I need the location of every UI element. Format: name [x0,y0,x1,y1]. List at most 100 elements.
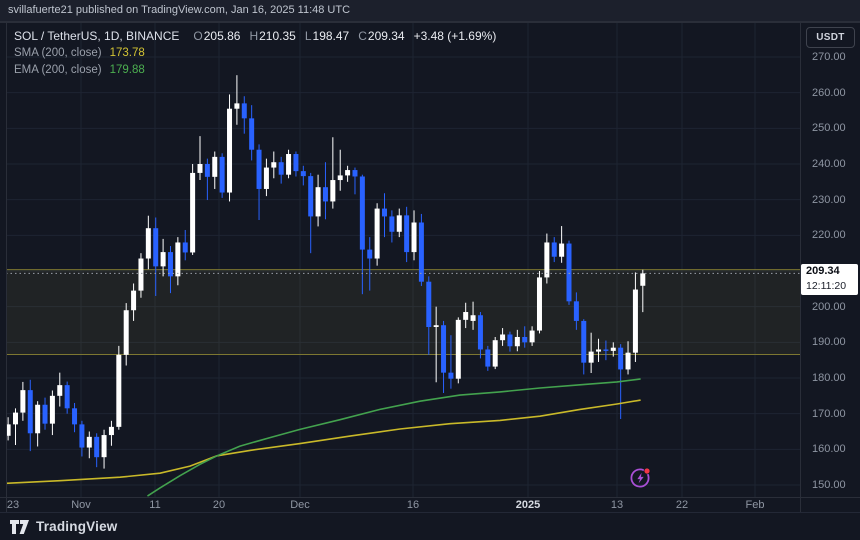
footer-bar: TradingView [0,512,860,540]
candle [227,94,233,202]
last-price-value: 209.34 [806,265,840,277]
time-axis-label: 13 [610,499,624,511]
time-axis-label: 16 [406,499,420,511]
candle [6,417,11,441]
candle [573,292,579,330]
candle [500,328,506,346]
candle [86,431,92,459]
symbol-title: SOL / TetherUS, 1D, BINANCE [14,29,180,43]
price-axis-label: 180.00 [812,372,846,384]
candle [411,210,417,261]
time-axis-label: 23 [6,499,20,511]
price-axis-label: 240.00 [812,158,846,170]
last-price-tag: 209.34 12:11:20 [801,264,858,295]
legend-symbol-row[interactable]: SOL / TetherUS, 1D, BINANCE O 205.86 H 210.… [14,28,496,44]
candle [610,342,616,357]
candle [79,420,85,457]
tradingview-brand-text: TradingView [36,519,118,534]
candle [167,246,173,294]
time-axis-label: 11 [149,499,161,511]
tradingview-logo[interactable]: TradingView [10,519,117,534]
candle [249,105,255,161]
candle [345,165,351,182]
candle [13,408,18,446]
price-zone[interactable] [6,269,800,355]
time-scale[interactable]: 23 Nov 11 20 Dec 16 2025 13 22 Feb [0,497,860,512]
candle [596,338,602,362]
candle [212,151,218,189]
candle [145,215,151,270]
price-axis-label: 160.00 [812,443,846,456]
candle [374,203,380,266]
candle [477,312,483,359]
price-axis-label: 190.00 [812,336,846,349]
candle [241,96,247,134]
candle [404,206,410,263]
ema-value: 179.88 [109,64,145,76]
time-axis-label: Feb [745,499,765,511]
candle [603,340,609,361]
ohlc-values: O 205.86 H 210.35 L 198.47 C 209.34 [193,29,404,43]
candle [27,379,33,452]
candle [72,402,78,433]
candle [20,381,26,421]
candle [330,137,336,209]
candle [64,381,70,414]
indicator-row-ema[interactable]: EMA (200, close) 179.88 [14,62,496,78]
candle [588,332,594,374]
candle [551,237,557,263]
candle [544,233,550,284]
candle [49,390,55,436]
indicator-row-sma[interactable]: SMA (200, close) 173.78 [14,45,496,61]
candle [182,229,188,261]
currency-toggle-button[interactable]: USDT [806,27,855,48]
candle [441,320,447,393]
candle [352,167,358,195]
candle [418,213,424,286]
time-axis-label: 20 [212,499,226,511]
price-scale[interactable]: 270.00260.00250.00240.00230.00220.00210.… [800,22,860,497]
candle [514,329,520,352]
candle [123,303,129,366]
candle [108,420,114,446]
candle [57,372,63,407]
candle [433,306,439,383]
candle [322,162,328,220]
price-axis-label: 200.00 [812,300,846,313]
candle [94,433,100,468]
candle [359,174,365,295]
price-axis-label: 150.00 [812,479,846,491]
candle [389,210,395,243]
time-axis-label: Dec [290,499,310,511]
candle [256,144,262,220]
candle [426,276,432,355]
candle [153,217,159,296]
candle [396,208,402,238]
candle [625,341,631,375]
candle [293,151,299,177]
candle [367,237,373,291]
candle [559,226,565,263]
candle [492,336,498,370]
flash-idea-button[interactable] [629,466,652,489]
candle [278,156,284,184]
candle [507,331,513,352]
ema-200-line[interactable] [147,378,641,497]
candle [42,397,48,430]
sma-200-line[interactable] [0,399,641,485]
candle [455,317,461,384]
candle [234,75,240,125]
candle [315,174,321,227]
sma-label: SMA (200, close) [14,47,102,59]
candle [175,237,181,286]
ohlc-item: O 205.86 [193,29,241,43]
candle [485,345,491,371]
time-axis-label: 22 [675,499,689,511]
candle [138,253,144,298]
candle [529,326,535,346]
price-axis-label: 270.00 [812,51,846,63]
candle [632,272,638,362]
price-axis-label: 250.00 [812,122,846,135]
candle [300,165,306,186]
